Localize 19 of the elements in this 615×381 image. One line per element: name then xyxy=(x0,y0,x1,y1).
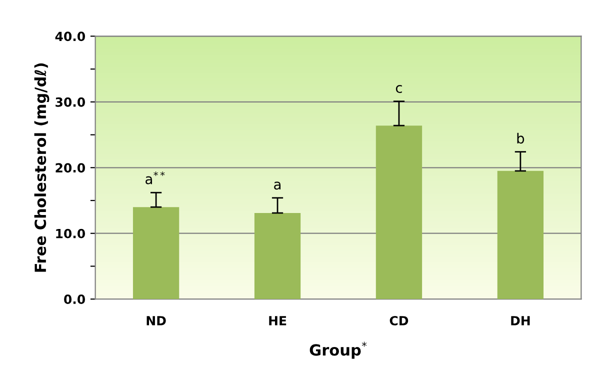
x-tick-label: CD xyxy=(390,316,408,326)
y-tick-label: 10.0 xyxy=(56,228,86,238)
x-tick-label: HE xyxy=(269,316,286,326)
bar xyxy=(132,207,180,300)
bar xyxy=(376,126,422,300)
y-tick-label: 30.0 xyxy=(56,97,86,107)
y-tick-label: 20.0 xyxy=(56,163,86,173)
y-axis-title: Free Cholesterol (mg/dℓ) xyxy=(34,63,50,272)
x-tick-label: ND xyxy=(146,316,166,326)
y-tick-label: 40.0 xyxy=(55,32,86,42)
annotation: a xyxy=(274,182,281,190)
x-tick-label: DH xyxy=(511,316,530,326)
bar xyxy=(497,170,544,300)
y-tick-label: 0.0 xyxy=(64,294,86,304)
annotation: b xyxy=(517,132,524,144)
x-axis-title: Group$^{*}$ xyxy=(310,342,367,359)
bar xyxy=(254,212,301,300)
annotation: c xyxy=(396,85,402,94)
annotation: a$^{**}$ xyxy=(146,172,165,184)
